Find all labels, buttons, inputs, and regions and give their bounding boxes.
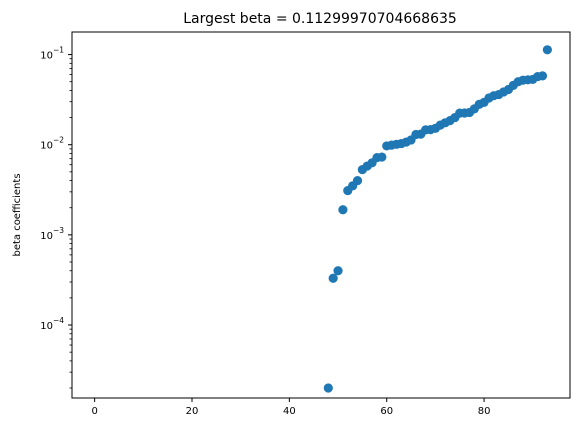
x-tick-label: 80 (478, 406, 491, 417)
chart-title: Largest beta = 0.11299970704668635 (183, 11, 457, 27)
x-axis: 0 20 40 60 80 (91, 398, 490, 417)
y-tick-label: 10−4 (40, 316, 64, 332)
data-point (352, 175, 363, 186)
y-tick-label: 10−2 (40, 136, 64, 152)
x-tick-label: 0 (91, 406, 97, 417)
data-point (328, 273, 338, 283)
y-tick-label: 10−3 (40, 226, 64, 242)
plot-frame (71, 31, 571, 399)
x-tick-label: 40 (283, 406, 296, 417)
data-point (537, 71, 548, 81)
y-axis-label: beta coefficients (12, 173, 23, 256)
data-point (377, 152, 387, 162)
data-point (542, 45, 552, 55)
x-tick-label: 60 (380, 406, 393, 417)
y-tick-label: 10−1 (40, 46, 64, 62)
data-points (323, 45, 552, 393)
y-axis: 10−4 10−3 10−2 10−1 (40, 46, 72, 389)
data-point (333, 266, 343, 276)
data-point (323, 383, 333, 393)
x-tick-label: 20 (186, 406, 199, 417)
data-point (338, 205, 348, 215)
